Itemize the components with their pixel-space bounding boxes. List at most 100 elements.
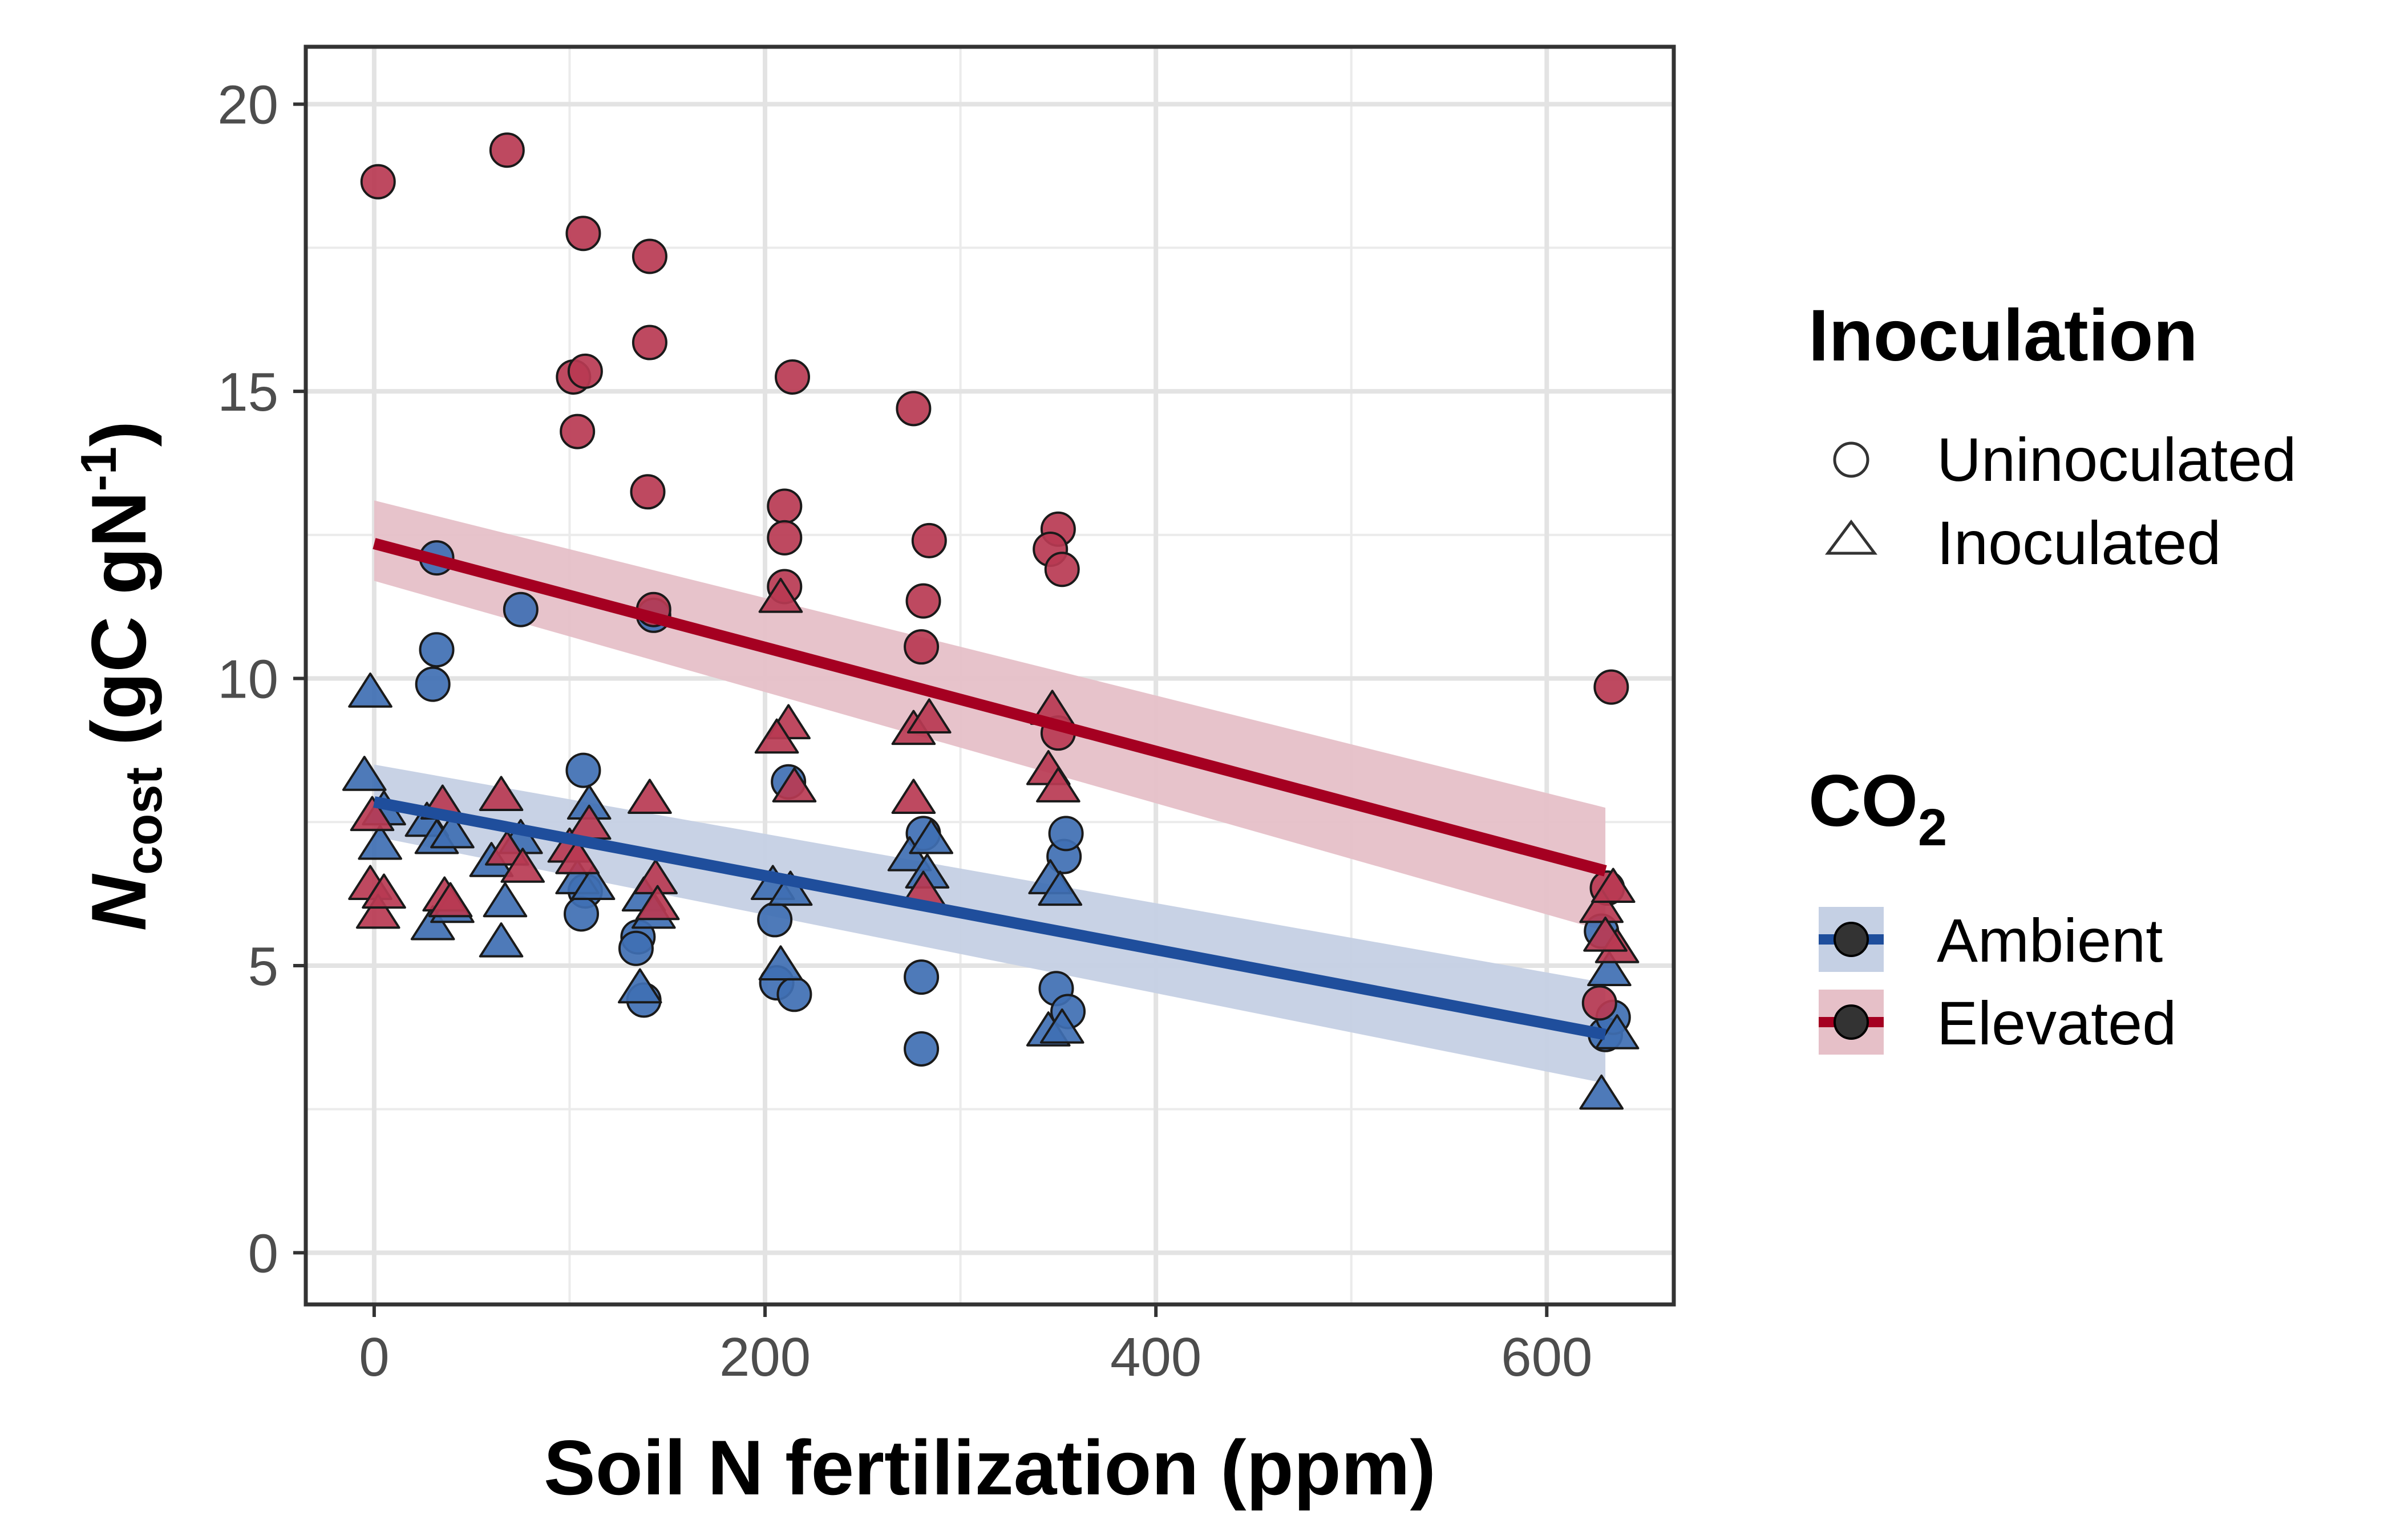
y-tick-label: 10 <box>217 649 278 710</box>
data-point-elevated-inoculated <box>758 577 803 613</box>
data-point-elevated-uninoculated <box>896 391 932 427</box>
y-axis-title-subscript: cost <box>115 767 173 875</box>
data-point-ambient-inoculated <box>483 882 528 918</box>
data-point-ambient-inoculated <box>1587 951 1632 987</box>
data-point-elevated-inoculated <box>500 848 545 883</box>
legend: Inoculation Uninoculated Inoculated CO2 … <box>1808 295 2296 1057</box>
data-point-elevated-uninoculated <box>775 359 811 395</box>
data-point-ambient-inoculated <box>1579 1074 1624 1110</box>
legend-title-co2: CO2 <box>1808 760 1947 857</box>
y-axis-title-close: ) <box>75 421 162 447</box>
legend-title-inoculation: Inoculation <box>1808 295 2198 376</box>
data-point-elevated-uninoculated <box>904 629 940 665</box>
data-point-elevated-uninoculated <box>630 474 666 510</box>
panel-border <box>303 44 1676 1307</box>
y-axis-title-n: N <box>75 873 162 931</box>
data-point-elevated-inoculated <box>1583 917 1628 952</box>
data-point-elevated-uninoculated <box>767 488 803 524</box>
data-point-ambient-inoculated <box>617 968 662 1004</box>
data-point-elevated-inoculated <box>907 698 952 734</box>
data-point-ambient-inoculated <box>1594 1014 1640 1049</box>
data-point-ambient-uninoculated <box>618 930 654 966</box>
data-point-ambient-uninoculated <box>564 896 600 932</box>
data-point-elevated-uninoculated <box>1581 985 1617 1021</box>
data-point-elevated-inoculated <box>355 893 400 929</box>
data-point-elevated-uninoculated <box>911 522 947 558</box>
x-tick-label: 0 <box>359 1327 389 1388</box>
data-point-elevated-inoculated <box>479 776 524 811</box>
data-point-elevated-uninoculated <box>905 583 941 619</box>
data-point-elevated-uninoculated <box>1044 552 1080 587</box>
y-axis-ticks: 0 5 10 15 20 <box>217 75 306 1284</box>
data-point-elevated-uninoculated <box>360 164 396 200</box>
data-point-elevated-uninoculated <box>489 132 525 168</box>
data-point-elevated-uninoculated <box>565 216 601 252</box>
data-point-ambient-inoculated <box>358 824 402 860</box>
legend-item-inoculated: Inoculated <box>1825 508 2221 577</box>
data-point-ambient-uninoculated <box>904 1031 940 1067</box>
data-point-elevated-inoculated <box>555 839 600 874</box>
data-point-elevated-inoculated <box>1591 868 1636 903</box>
y-tick-label: 5 <box>248 936 278 997</box>
legend-label-elevated: Elevated <box>1937 988 2176 1057</box>
data-point-elevated-inoculated <box>891 779 936 814</box>
fit-lines <box>373 538 1607 1040</box>
data-point-ambient-inoculated <box>479 922 524 958</box>
data-point-ambient-uninoculated <box>415 666 451 702</box>
legend-key-elevated-point <box>1834 1004 1869 1040</box>
data-point-ambient-uninoculated <box>904 959 940 995</box>
y-axis-title-superscript: -1 <box>70 447 127 491</box>
data-point-elevated-inoculated <box>1036 767 1080 803</box>
data-point-ambient-uninoculated <box>503 591 539 627</box>
data-point-ambient-uninoculated <box>757 902 793 938</box>
data-point-ambient-uninoculated <box>419 632 455 668</box>
legend-item-ambient: Ambient <box>1819 906 2163 975</box>
data-point-ambient-inoculated <box>570 865 616 900</box>
data-point-elevated-inoculated <box>350 796 395 832</box>
data-point-elevated-inoculated <box>772 767 817 803</box>
data-point-elevated-inoculated <box>635 885 680 921</box>
legend-item-elevated: Elevated <box>1819 988 2176 1057</box>
y-tick-label: 15 <box>217 362 278 423</box>
data-point-elevated-inoculated <box>754 718 799 754</box>
legend-title-co2-subscript: 2 <box>1918 799 1947 857</box>
data-point-elevated-inoculated <box>362 873 406 909</box>
data-point-ambient-uninoculated <box>565 752 601 788</box>
data-point-ambient-inoculated <box>1039 1008 1084 1044</box>
legend-key-circle <box>1833 441 1869 478</box>
legend-label-ambient: Ambient <box>1937 906 2163 975</box>
x-tick-label: 400 <box>1110 1327 1201 1388</box>
data-point-elevated-uninoculated <box>632 238 667 274</box>
legend-key-ambient-point <box>1834 922 1869 957</box>
data-point-ambient-inoculated <box>430 813 475 849</box>
data-point-elevated-uninoculated <box>767 520 803 556</box>
y-axis-title: Ncost (gC gN-1) <box>70 421 173 931</box>
fit-line-elevated <box>373 538 1607 877</box>
data-point-ambient-inoculated <box>909 818 954 854</box>
legend-key-triangle <box>1825 519 1877 555</box>
y-tick-label: 20 <box>217 75 278 136</box>
data-point-ambient-inoculated <box>348 672 392 708</box>
data-point-elevated-uninoculated <box>560 414 596 449</box>
legend-label-inoculated: Inoculated <box>1937 508 2221 577</box>
data-point-ambient-inoculated <box>1038 870 1083 906</box>
legend-item-uninoculated: Uninoculated <box>1833 425 2296 494</box>
confidence-band-elevated <box>374 500 1606 931</box>
data-point-ambient-uninoculated <box>1048 816 1084 852</box>
data-point-ambient-inoculated <box>342 756 387 791</box>
legend-label-uninoculated: Uninoculated <box>1937 425 2296 494</box>
y-tick-label: 0 <box>248 1223 278 1284</box>
data-point-elevated-inoculated <box>428 882 473 918</box>
data-point-elevated-inoculated <box>628 779 672 814</box>
data-point-elevated-uninoculated <box>1593 669 1629 705</box>
x-axis-title: Soil N fertilization (ppm) <box>544 1424 1436 1511</box>
data-point-ambient-uninoculated <box>776 976 812 1012</box>
y-axis-title-unit: (gC gN <box>75 491 162 767</box>
x-tick-label: 200 <box>719 1327 811 1388</box>
fit-line-ambient <box>373 796 1606 1040</box>
data-point-elevated-uninoculated <box>567 353 603 389</box>
x-axis-ticks: 0 200 400 600 <box>359 1304 1592 1388</box>
data-point-ambient-inoculated <box>758 945 803 980</box>
x-tick-label: 600 <box>1501 1327 1592 1388</box>
